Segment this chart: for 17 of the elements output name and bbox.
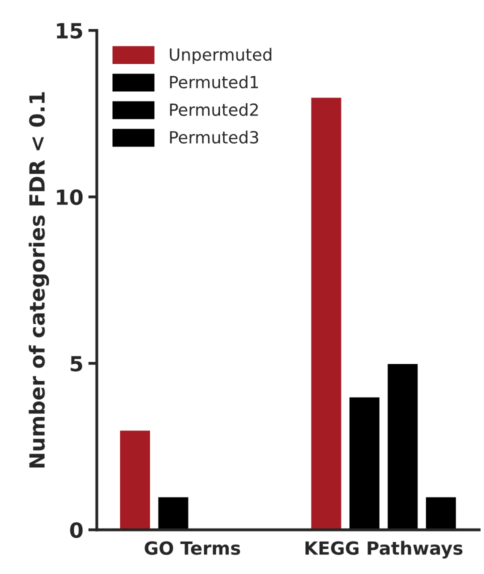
legend-label: Permuted1: [170, 76, 258, 88]
bar: [118, 429, 152, 530]
bar: [424, 496, 458, 530]
bar: [156, 496, 190, 530]
y-tick-label: 10: [56, 189, 83, 206]
y-axis-title: Number of categories FDR < 0.1: [28, 92, 50, 468]
bar: [386, 362, 420, 530]
y-tick-label: 15: [56, 23, 82, 39]
x-tick-label: GO Terms: [144, 541, 240, 555]
legend-label: Permuted3: [170, 130, 258, 144]
x-tick-label: KEGG Pathways: [305, 540, 462, 559]
y-tick-label: 5: [70, 356, 82, 372]
bar: [348, 396, 381, 530]
legend-label: Permuted2: [170, 103, 258, 116]
legend-label: Unpermuted: [170, 48, 272, 64]
y-tick-label: 0: [70, 522, 83, 538]
bar: [310, 96, 343, 530]
